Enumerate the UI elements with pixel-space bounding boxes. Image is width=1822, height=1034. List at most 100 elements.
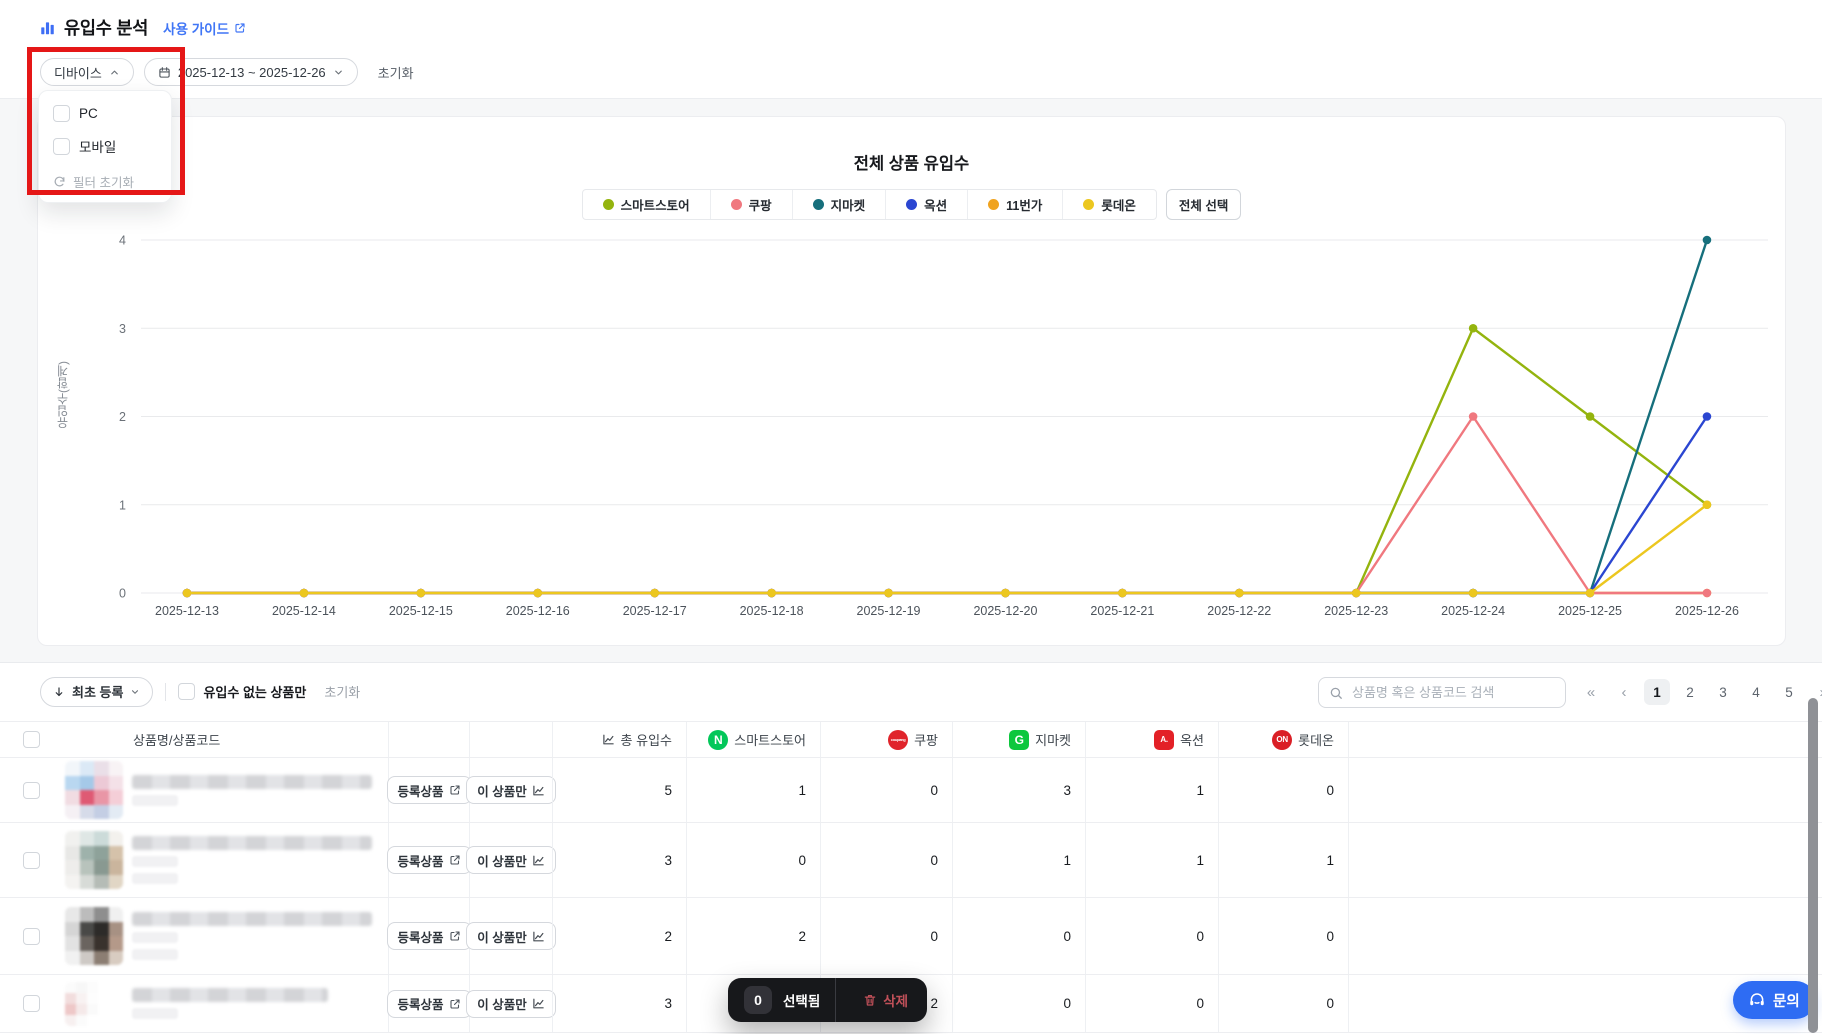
pagination-page[interactable]: 4	[1743, 679, 1769, 705]
legend-item[interactable]: 옥션	[885, 190, 967, 219]
inflow-value: 0	[1196, 928, 1204, 944]
inflow-value: 3	[1063, 782, 1071, 798]
pagination-first[interactable]: «	[1578, 679, 1604, 705]
inflow-value: 2	[930, 996, 938, 1011]
contact-button[interactable]: 문의	[1733, 981, 1815, 1019]
dropdown-filter-reset-button[interactable]: 필터 초기화	[39, 163, 171, 195]
usage-guide-link[interactable]: 사용 가이드	[163, 18, 246, 38]
header-cell	[0, 722, 62, 757]
no-inflow-filter[interactable]: 유입수 없는 상품만	[178, 682, 306, 701]
table-cell: 1	[686, 758, 820, 822]
mobile-checkbox[interactable]	[53, 137, 70, 155]
page-title: 유입수 분석	[64, 18, 149, 38]
table-reset-button[interactable]: 초기화	[318, 681, 366, 702]
calendar-icon	[158, 66, 171, 79]
this-product-only-button[interactable]: 이 상품만	[466, 922, 556, 950]
pagination-prev[interactable]: ‹	[1611, 679, 1637, 705]
table-cell	[1348, 898, 1822, 974]
inflow-value: 0	[1196, 996, 1204, 1011]
table-cell: 0	[1218, 758, 1348, 822]
table-cell: 0	[952, 898, 1085, 974]
chart-card: 전체 상품 유입수 스마트스토어 쿠팡 지마켓 옥션 11번가 롯데온 전체 선택 유입수…	[37, 116, 1786, 646]
inflow-value: 0	[1063, 996, 1071, 1011]
table-cell	[62, 823, 125, 897]
inflow-value: 5	[664, 782, 672, 798]
legend-item[interactable]: 쿠팡	[709, 190, 792, 219]
registered-product-button[interactable]: 등록상품	[386, 922, 472, 950]
legend-item[interactable]: 지마켓	[791, 190, 886, 219]
line-chart-icon	[602, 733, 615, 746]
legend-color-dot	[812, 199, 824, 210]
device-option-pc[interactable]: PC	[39, 98, 171, 129]
table-cell: 3	[952, 758, 1085, 822]
table-cell	[0, 898, 62, 974]
table-cell	[0, 823, 62, 897]
vertical-scrollbar[interactable]	[1808, 698, 1818, 1033]
this-product-only-button[interactable]: 이 상품만	[466, 846, 556, 874]
date-range-button[interactable]: 2025-12-13 ~ 2025-12-26	[143, 58, 358, 86]
svg-text:1: 1	[119, 498, 126, 512]
pc-checkbox[interactable]	[53, 105, 70, 122]
pagination-page[interactable]: 5	[1776, 679, 1802, 705]
select-all-checkbox[interactable]	[22, 731, 40, 748]
row-checkbox[interactable]	[22, 781, 40, 799]
row-checkbox[interactable]	[22, 995, 40, 1012]
device-option-mobile[interactable]: 모바일	[39, 129, 171, 163]
column-header-label: 스마트스토어	[734, 733, 806, 748]
column-header-marketplace: coupang 쿠팡	[820, 722, 952, 757]
table-body: 등록상품 이 상품만 5 1 0 3 1 0 등록상품 이 상품만 3 0 0 1 1 1 등록상품 이 상품만 2…	[0, 758, 1822, 1033]
table-cell: 0	[1085, 975, 1218, 1032]
device-filter-button[interactable]: 디바이스	[40, 58, 134, 86]
registered-product-button[interactable]: 등록상품	[386, 846, 472, 874]
device-filter-dropdown: PC 모바일 필터 초기화	[38, 90, 172, 203]
legend-item[interactable]: 롯데온	[1062, 190, 1156, 219]
legend-select-all-button[interactable]: 전체 선택	[1165, 189, 1242, 220]
product-search[interactable]	[1318, 677, 1566, 708]
legend-label: 쿠팡	[748, 199, 772, 213]
legend-item[interactable]: 스마트스토어	[583, 190, 710, 219]
marketplace-badge-icon: coupang	[888, 729, 909, 750]
svg-text:2025-12-20: 2025-12-20	[973, 604, 1037, 618]
chart-legend: 스마트스토어 쿠팡 지마켓 옥션 11번가 롯데온 전체 선택	[38, 189, 1785, 220]
legend-item[interactable]: 11번가	[967, 190, 1062, 219]
registered-product-button[interactable]: 등록상품	[386, 776, 472, 804]
delete-selected-button[interactable]: 삭제	[847, 990, 924, 1010]
table-cell: 등록상품	[386, 823, 472, 897]
svg-text:2025-12-21: 2025-12-21	[1090, 604, 1154, 618]
search-input[interactable]	[1350, 684, 1555, 701]
header-cell	[1348, 722, 1822, 757]
blurred-text-bar	[132, 774, 372, 789]
pagination-page[interactable]: 1	[1644, 679, 1670, 705]
svg-text:0: 0	[119, 587, 126, 601]
inflow-value: 1	[798, 782, 806, 798]
filters-reset-button[interactable]: 초기화	[374, 59, 418, 86]
table-cell: 0	[820, 758, 952, 822]
pagination-page[interactable]: 2	[1677, 679, 1703, 705]
marketplace-badge-icon: N	[708, 729, 729, 750]
blurred-text-bar	[132, 873, 178, 884]
table-cell: 1	[1218, 823, 1348, 897]
this-product-only-button[interactable]: 이 상품만	[466, 776, 556, 804]
row-checkbox[interactable]	[22, 851, 40, 869]
no-inflow-checkbox[interactable]	[178, 683, 196, 700]
column-header-label: 롯데온	[1298, 733, 1334, 748]
svg-text:2: 2	[119, 410, 126, 424]
pagination-page[interactable]: 3	[1710, 679, 1736, 705]
product-thumbnail-blurred	[65, 981, 109, 1026]
table-cell: 등록상품	[386, 898, 472, 974]
product-name-blurred	[125, 758, 388, 822]
svg-text:4: 4	[119, 234, 126, 248]
sort-order-button[interactable]: 최초 등록	[40, 676, 154, 707]
row-checkbox[interactable]	[22, 927, 40, 945]
svg-text:2025-12-25: 2025-12-25	[1558, 604, 1622, 618]
column-header-marketplace: N 스마트스토어	[686, 722, 820, 757]
arrow-down-icon	[53, 686, 65, 698]
trash-icon	[863, 993, 877, 1007]
pagination-next[interactable]: ›	[1809, 679, 1822, 705]
table-cell	[686, 975, 820, 1032]
registered-product-button[interactable]: 등록상품	[386, 989, 472, 1018]
this-product-only-button[interactable]: 이 상품만	[466, 989, 556, 1018]
blurred-text-bar	[132, 912, 372, 926]
legend-color-dot	[1083, 199, 1095, 210]
